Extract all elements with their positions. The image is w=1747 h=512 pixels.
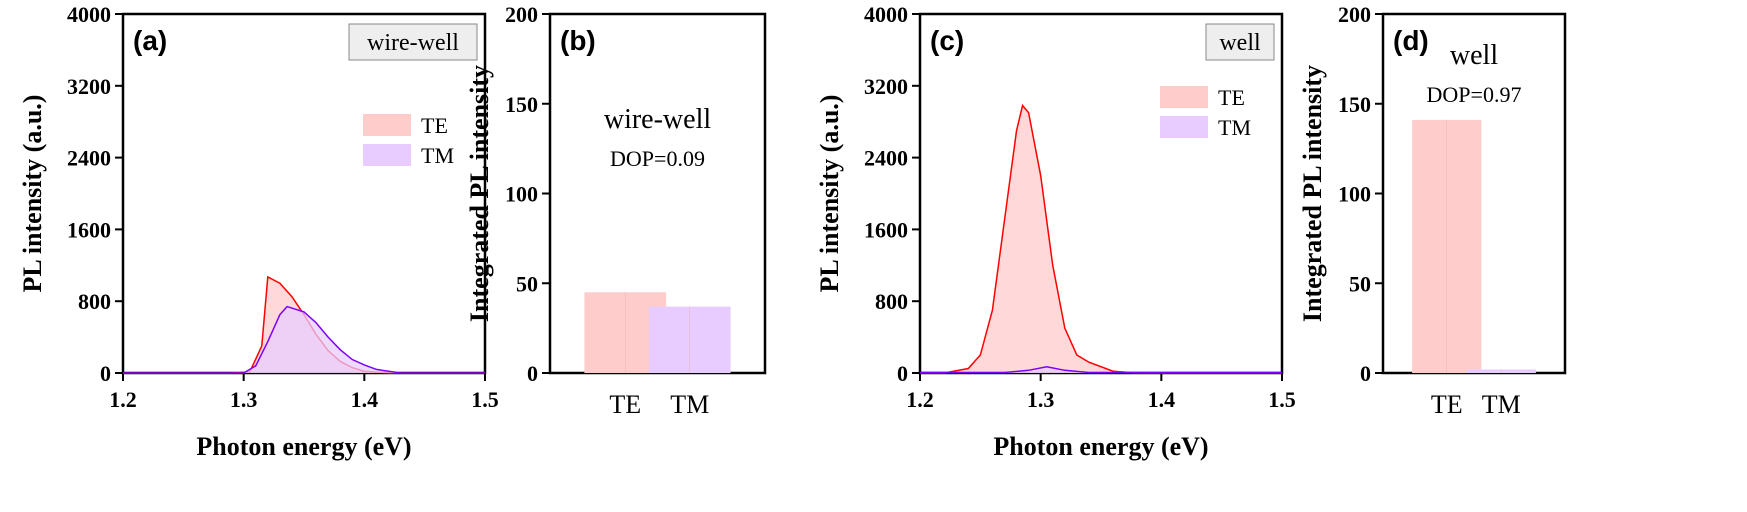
x-category-label: TM [1482,390,1521,419]
annotation-dop: DOP=0.97 [1427,82,1522,107]
y-tick-label: 0 [897,361,908,386]
panel-label: (a) [133,25,167,56]
legend-label-TM: TM [421,143,454,168]
label-box-text: well [1219,30,1261,56]
y-tick-label: 150 [1338,92,1371,117]
y-tick-label: 0 [100,361,111,386]
panel-label: (c) [930,25,964,56]
y-tick-label: 50 [1349,271,1371,296]
y-tick-label: 3200 [67,74,111,99]
y-tick-label: 200 [505,2,538,27]
panel-c: (c) 0 800 1600 2400 3200 4000 PL intensity (a.u… [815,2,1296,461]
y-axis-label: Integrated PL intensity [1298,65,1327,322]
y-tick-label: 50 [516,271,538,296]
legend-swatch-TM [363,144,411,166]
label-box [348,23,478,61]
y-axis-label: PL intensity (a.u.) [18,95,47,293]
legend-label-TM: TM [1218,115,1251,140]
x-category-label: TE [1431,390,1463,419]
y-tick-label: 800 [875,289,908,314]
x-category-label: TE [609,390,641,419]
area-TM [123,306,485,373]
y-tick-label: 1600 [864,217,908,242]
y-tick-label: 100 [1338,182,1371,207]
plot-frame [918,12,1284,375]
line-TM [920,365,1282,374]
x-tick-label: 1.3 [1027,387,1055,412]
y-tick-label: 150 [505,92,538,117]
x-tick-label: 1.4 [1148,387,1176,412]
y-tick-label: 1600 [67,217,111,242]
panel-b: (b) 0 50 100 150 200 Integrated PL intensity TE… [465,2,767,419]
x-axis-label: Photon energy (eV) [993,432,1208,461]
y-tick-label: 2400 [864,146,908,171]
x-tick-label: 1.3 [230,387,258,412]
legend-swatch-TE [1160,86,1208,108]
panel-label: (d) [1393,25,1429,56]
x-tick-label: 1.5 [471,387,499,412]
annotation-title: wire-well [604,104,712,135]
x-category-label: TM [670,390,709,419]
x-tick-label: 1.2 [109,387,137,412]
y-tick-label: 0 [527,361,538,386]
area-TE [920,105,1282,374]
x-tick-label: 1.4 [351,387,379,412]
y-tick-label: 200 [1338,2,1371,27]
y-tick-label: 800 [78,289,111,314]
panel-d: (d) 0 50 100 150 200 Integrated PL intensity TE… [1298,2,1567,419]
annotation-title: well [1450,40,1498,71]
label-box [1205,23,1275,61]
legend-swatch-TM [1160,116,1208,138]
y-tick-label: 3200 [864,74,908,99]
annotation-dop: DOP=0.09 [610,146,705,171]
y-tick-label: 4000 [67,2,111,27]
y-axis-label: Integrated PL intensity [465,65,494,322]
y-axis-label: PL intensity (a.u.) [815,95,844,293]
y-tick-label: 4000 [864,2,908,27]
line-TM [123,305,485,374]
x-tick-label: 1.2 [906,387,934,412]
x-tick-label: 1.5 [1268,387,1296,412]
legend-label-TE: TE [421,113,448,138]
panel-label: (b) [560,25,596,56]
y-tick-label: 2400 [67,146,111,171]
y-tick-label: 100 [505,182,538,207]
y-tick-label: 0 [1360,361,1371,386]
legend-label-TE: TE [1218,85,1245,110]
panel-a: (a) 0 800 1600 2400 3200 4000 PL intensity (a.u… [18,2,499,461]
line-TE [920,103,1282,374]
label-box-text: wire-well [367,30,459,56]
x-axis-label: Photon energy (eV) [196,432,411,461]
legend-swatch-TE [363,114,411,136]
